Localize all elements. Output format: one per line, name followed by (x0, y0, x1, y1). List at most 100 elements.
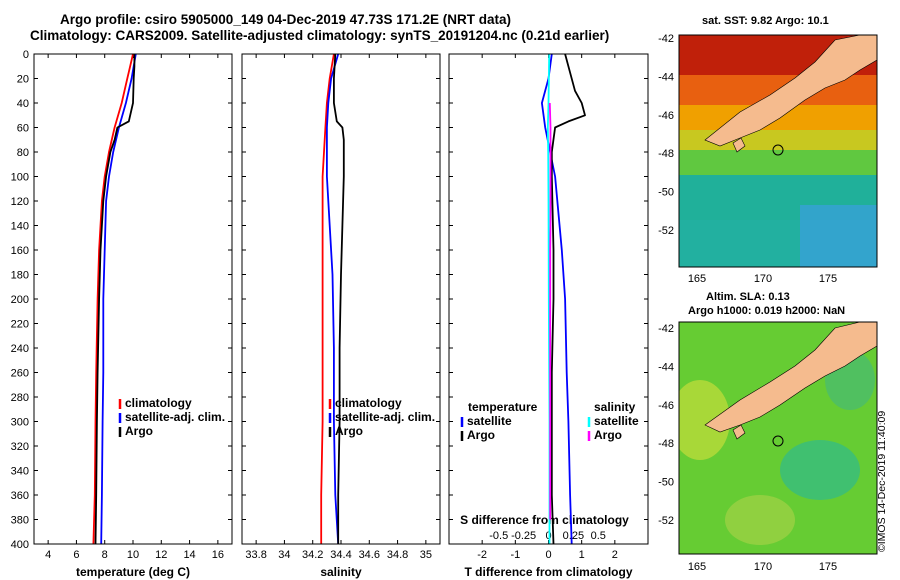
sst-argo-marker (772, 144, 784, 156)
y-tick-label: 240 (11, 343, 29, 355)
y-tick-label: 120 (11, 196, 29, 208)
sla-map-title-1: Altim. SLA: 0.13 (706, 291, 790, 303)
y-tick-label: 20 (17, 74, 29, 86)
x-tick-label: 34.8 (387, 549, 408, 561)
sst-lon-tick: 165 (688, 273, 706, 285)
sla-lon-tick: 170 (754, 561, 772, 573)
x-tick-label-top: 0.25 (563, 530, 584, 542)
profile-panel-1: 4 6 8 10 12 14 1602040608010012014016018020022… (11, 49, 233, 579)
series-temperature-satellite (541, 53, 573, 545)
sst-land-south-island (704, 35, 877, 147)
legend-label: Argo (467, 428, 495, 442)
header-line-2: Climatology: CARS2009. Satellite-adjuste… (30, 28, 610, 43)
sst-band-green (679, 150, 877, 175)
y-tick-label: 280 (11, 392, 29, 404)
sla-map-title-2: Argo h1000: 0.019 h2000: NaN (688, 305, 846, 317)
sla-lon-tick: 175 (819, 561, 837, 573)
sst-map-title: sat. SST: 9.82 Argo: 10.1 (702, 15, 829, 27)
x-tick-label-top: -0.5 (489, 530, 508, 542)
sla-map-frame (678, 321, 878, 555)
legend-temperature-title: temperature (468, 400, 538, 414)
sst-lat-tick: -44 (658, 71, 674, 83)
x-axis-label: temperature (deg C) (76, 565, 190, 579)
x-tick-label: 4 (45, 549, 51, 561)
y-tick-label: 340 (11, 466, 29, 478)
x-tick-label: 2 (612, 549, 618, 561)
legend-label: satellite (594, 414, 639, 428)
sla-map (679, 322, 877, 554)
y-tick-label: 100 (11, 172, 29, 184)
x-tick-label: 14 (183, 549, 195, 561)
series-argo (94, 54, 136, 545)
sst-lon-tick: 170 (754, 273, 772, 285)
series-satellite-adj-clim- (100, 53, 137, 545)
x-tick-label-top: 0.5 (591, 530, 606, 542)
x-tick-label-top: 0 (545, 530, 551, 542)
sla-anomaly-2 (780, 440, 860, 500)
sla-lat-tick: -50 (658, 477, 674, 489)
panel-frame (448, 53, 649, 545)
profile-panel-2: 33.8 34 34.2 34.4 34.6 34.8 35 salinity climatol… (241, 53, 441, 579)
series-temperature-argo (550, 53, 586, 545)
sst-lat-tick: -42 (658, 33, 674, 45)
panel-frame (33, 53, 233, 545)
legend-label: satellite (467, 414, 512, 428)
sst-band-cool (800, 205, 877, 267)
sst-lat-tick: -52 (658, 225, 674, 237)
x-tick-label: 8 (102, 549, 108, 561)
series-salinity-argo (548, 102, 552, 520)
sst-lon-tick: 175 (819, 273, 837, 285)
y-tick-label: 400 (11, 539, 29, 551)
sst-land-stewart-island (732, 137, 746, 153)
legend-label: Argo (125, 424, 153, 438)
x-tick-label: 0 (545, 549, 551, 561)
y-tick-label: 380 (11, 515, 29, 527)
x-tick-label: 34.6 (359, 549, 380, 561)
y-tick-label: 300 (11, 417, 29, 429)
imos-credit: ©IMOS 14-Dec-2019 11:40:09 (876, 410, 888, 552)
sla-lat-tick: -52 (658, 515, 674, 527)
x-tick-label: 34.4 (330, 549, 351, 561)
series-climatology (320, 53, 335, 544)
legend-label: satellite-adj. clim. (125, 410, 225, 424)
x-tick-label: -2 (477, 549, 487, 561)
x-tick-label-top: -0.25 (511, 530, 536, 542)
y-tick-label: 260 (11, 368, 29, 380)
x-tick-label: 34.2 (302, 549, 323, 561)
sla-lat-tick: -44 (658, 361, 674, 373)
y-tick-label: 220 (11, 319, 29, 331)
x-tick-label: -1 (510, 549, 520, 561)
sla-lat-tick: -48 (658, 438, 674, 450)
legend-label: Argo (594, 428, 622, 442)
series-satellite-adj-clim- (325, 53, 340, 545)
profile-panels: 4 6 8 10 12 14 1602040608010012014016018020022… (11, 49, 649, 579)
sla-land-south-island (704, 322, 877, 433)
x-tick-label: 34 (278, 549, 290, 561)
legend-label: Argo (335, 424, 363, 438)
x-tick-label: 35 (420, 549, 432, 561)
series-salinity-satellite (546, 53, 551, 544)
profile-panel-3: -2 -1 0 1 2 T difference from climatology S di… (448, 53, 649, 579)
y-tick-label: 160 (11, 245, 29, 257)
y-tick-label: 80 (17, 147, 29, 159)
x-axis-label-top: S difference from climatology (460, 513, 629, 527)
x-tick-label: 10 (127, 549, 139, 561)
sst-map-frame (678, 34, 878, 268)
legend-salinity-title: salinity (594, 400, 636, 414)
x-tick-label: 12 (155, 549, 167, 561)
panel-frame (241, 53, 441, 545)
sst-map (679, 35, 877, 267)
series-climatology (92, 53, 134, 545)
sla-lat-tick: -46 (658, 400, 674, 412)
sst-lat-tick: -46 (658, 110, 674, 122)
series-argo (332, 53, 345, 544)
x-tick-label: 33.8 (245, 549, 266, 561)
legend-label: climatology (125, 396, 192, 410)
x-tick-label: 1 (579, 549, 585, 561)
sst-lat-tick: -50 (658, 187, 674, 199)
sla-lon-tick: 165 (688, 561, 706, 573)
y-tick-label: 200 (11, 294, 29, 306)
sla-argo-marker (772, 435, 784, 447)
legend-label: satellite-adj. clim. (335, 410, 435, 424)
sla-lat-tick: -42 (658, 323, 674, 335)
